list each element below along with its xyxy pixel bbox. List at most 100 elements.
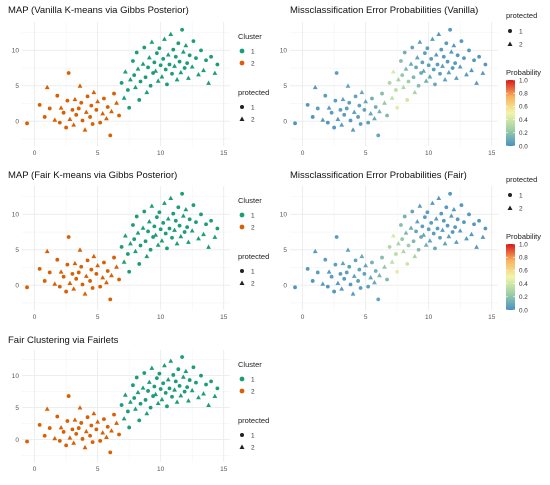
legend-title-probability: Probability: [506, 232, 541, 241]
data-point: [82, 444, 88, 450]
data-point: [57, 120, 62, 125]
data-point: [140, 225, 146, 230]
data-point: [100, 111, 106, 116]
data-point: [339, 122, 345, 127]
legend-title-cluster: Cluster: [238, 360, 262, 369]
data-point: [183, 368, 189, 374]
data-point: [474, 244, 479, 249]
data-point: [95, 262, 101, 268]
data-point: [74, 276, 79, 281]
data-point: [112, 255, 116, 260]
data-point: [25, 439, 29, 444]
data-point: [351, 273, 357, 278]
data-point: [385, 277, 389, 282]
data-point: [353, 258, 358, 263]
data-point: [167, 62, 172, 67]
data-point: [362, 271, 367, 276]
data-point: [127, 269, 132, 274]
data-point: [387, 245, 392, 249]
data-point: [165, 216, 171, 221]
data-point: [320, 281, 326, 286]
data-point: [177, 383, 182, 388]
data-point: [329, 110, 334, 115]
data-point: [408, 225, 414, 230]
data-point: [196, 236, 201, 241]
data-point: [215, 386, 220, 391]
data-point: [119, 403, 124, 407]
legend-label-protected: 1: [519, 193, 523, 200]
data-point: [451, 206, 457, 212]
data-point: [82, 127, 88, 132]
data-point: [132, 237, 137, 242]
data-point: [121, 259, 127, 264]
data-point: [326, 105, 332, 110]
data-point: [117, 113, 121, 118]
data-point: [171, 47, 176, 52]
data-point: [65, 419, 70, 423]
legend-key-protected: [507, 205, 513, 210]
data-point: [427, 74, 433, 79]
data-point: [142, 209, 147, 214]
data-point: [79, 100, 84, 105]
data-point: [457, 64, 463, 69]
data-point: [91, 89, 97, 95]
data-point: [105, 269, 110, 273]
data-point: [380, 91, 384, 96]
data-point: [325, 120, 330, 125]
data-point: [357, 103, 362, 108]
data-point: [149, 39, 155, 44]
data-point: [454, 75, 459, 80]
x-tick-label: 0: [33, 466, 37, 473]
data-point: [122, 392, 128, 397]
data-point: [405, 98, 410, 102]
legend-key-cluster: [239, 60, 245, 66]
chart-title: Missclassification Error Probabilities (…: [290, 170, 467, 181]
data-point: [196, 72, 201, 77]
data-point: [121, 416, 127, 421]
x-tick-label: 15: [488, 314, 496, 321]
data-point: [368, 111, 374, 116]
legend-label-protected: 1: [251, 105, 255, 112]
colorbar-label: 0.4: [519, 281, 528, 288]
data-point: [79, 264, 84, 269]
x-tick-label: 15: [220, 314, 228, 321]
data-point: [144, 89, 150, 95]
data-point: [410, 209, 415, 214]
data-point: [52, 435, 58, 441]
data-point: [410, 45, 415, 50]
data-point: [146, 389, 150, 393]
legend-title-cluster: Cluster: [238, 32, 262, 41]
legend-key-protected: [507, 41, 513, 46]
data-point: [154, 51, 159, 56]
data-point: [338, 271, 343, 276]
legend-label-protected: 2: [251, 117, 255, 124]
legend-label-cluster: 2: [251, 61, 255, 68]
colorbar-label: 1.0: [519, 77, 528, 84]
data-point: [67, 116, 73, 121]
data-point: [356, 279, 360, 283]
data-point: [438, 235, 442, 240]
legend-title-protected: protected: [506, 11, 537, 20]
legend-label-protected: 2: [519, 206, 523, 213]
data-point: [125, 409, 130, 414]
data-point: [305, 267, 310, 271]
data-point: [180, 191, 184, 196]
legend-label-cluster: 1: [251, 377, 255, 384]
data-point: [342, 112, 347, 117]
data-point: [477, 54, 481, 59]
data-point: [72, 417, 78, 422]
data-point: [100, 430, 106, 435]
x-tick-label: 0: [33, 150, 37, 157]
data-point: [146, 379, 152, 384]
data-point: [76, 106, 81, 111]
y-tick-label: 10: [12, 373, 20, 380]
y-tick-label: 0: [15, 283, 19, 290]
data-point: [396, 240, 401, 246]
y-tick-label: 5: [15, 247, 19, 254]
data-point: [47, 106, 52, 111]
data-point: [174, 399, 180, 404]
data-point: [459, 39, 464, 44]
data-point: [474, 80, 479, 85]
y-tick-label: 5: [15, 83, 19, 90]
data-point: [399, 59, 403, 63]
